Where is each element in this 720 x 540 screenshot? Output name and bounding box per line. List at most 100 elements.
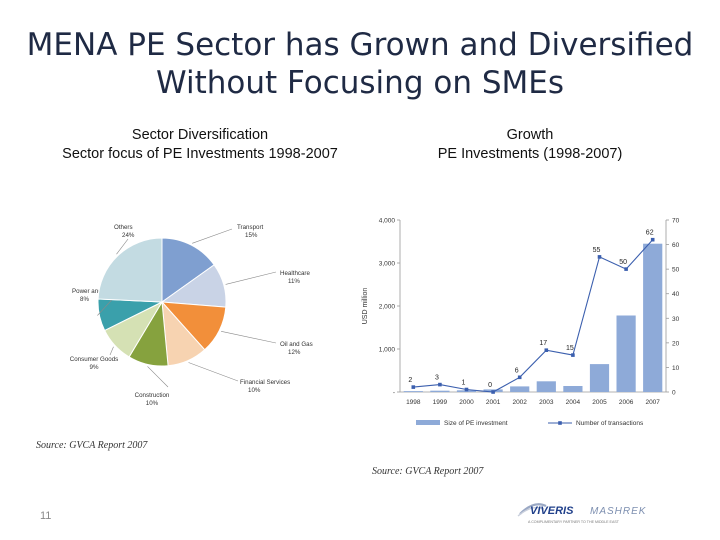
transactions-point-2000 <box>464 387 469 392</box>
pie-value-others: 24% <box>122 232 135 239</box>
left-axis-tick-label: - <box>393 390 395 397</box>
transactions-point-2005 <box>597 255 602 259</box>
x-tick-label: 2003 <box>539 399 554 406</box>
x-tick-label: 1999 <box>433 399 448 406</box>
transactions-data-label: 55 <box>593 247 601 254</box>
pe-investments-subheading: PE Investments (1998-2007) <box>437 146 623 162</box>
x-tick-label: 1998 <box>406 399 421 406</box>
right-panel-heading: Growth PE Investments (1998-2007) <box>350 126 710 164</box>
transactions-data-label: 17 <box>539 340 547 347</box>
legend-swatch-size-of-pe-investment <box>416 420 440 425</box>
right-axis-tick-label: 30 <box>672 316 680 323</box>
growth-combo-chart: -1,0002,0003,0004,000010203040506070USD … <box>362 218 680 428</box>
pie-label-power-and-utilities: Power and Utilities <box>72 288 123 295</box>
left-source-note: Source: GVCA Report 2007 <box>36 440 148 451</box>
logo-tagline: A COMPLIMENTARY PARTNER TO THE MIDDLE EA… <box>528 520 620 524</box>
pie-leader-financial-services <box>188 362 239 382</box>
legend-label-number-of-transactions: Number of transactions <box>576 420 644 427</box>
right-axis-tick-label: 70 <box>672 218 680 225</box>
transactions-data-label: 6 <box>515 367 519 374</box>
slide-title-line-2: Without Focusing on SMEs <box>156 65 564 101</box>
transactions-data-label: 50 <box>619 259 627 266</box>
left-axis-tick-label: 1,000 <box>379 347 396 354</box>
bar-2007 <box>643 243 663 392</box>
pie-label-oil-and-gas: Oil and Gas <box>280 341 313 348</box>
transactions-point-2006 <box>624 267 628 271</box>
sector-diversification-heading: Sector Diversification <box>131 127 269 143</box>
page-number: 11 <box>40 510 52 522</box>
viveris-mashrek-logo: VIVERIS MASHREK A COMPLIMENTARY PARTNER … <box>517 503 647 524</box>
left-axis-tick-label: 3,000 <box>379 261 396 268</box>
pie-label-healthcare: Healthcare <box>280 270 310 277</box>
sector-focus-subheading: Sector focus of PE Investments 1998-2007 <box>62 146 338 162</box>
bar-2004 <box>563 386 583 392</box>
legend-label-size-of-pe-investment: Size of PE investment <box>444 420 508 427</box>
left-axis-tick-label: 2,000 <box>379 304 396 311</box>
pie-value-oil-and-gas: 12% <box>288 349 301 356</box>
x-tick-label: 2007 <box>645 399 660 406</box>
bar-2003 <box>536 381 556 393</box>
slide-title: MENA PE Sector has Grown and Diversified… <box>20 26 700 102</box>
bar-2006 <box>616 315 636 392</box>
right-axis-tick-label: 60 <box>672 242 680 249</box>
right-axis-tick-label: 0 <box>672 390 676 397</box>
bar-2002 <box>510 386 530 392</box>
x-tick-label: 2002 <box>512 399 527 406</box>
right-source-note: Source: GVCA Report 2007 <box>372 466 484 477</box>
legend-marker-number-of-transactions <box>558 421 562 425</box>
transactions-point-1999 <box>438 382 442 387</box>
pie-label-others: Others <box>114 224 133 231</box>
transactions-data-label: 1 <box>462 380 466 387</box>
transactions-line <box>413 239 654 393</box>
pie-label-construction: Construction <box>135 392 170 399</box>
pie-label-financial-services: Financial Services <box>240 379 290 386</box>
x-tick-label: 2000 <box>459 399 474 406</box>
bar-1999 <box>430 390 450 392</box>
transactions-data-label: 62 <box>646 230 654 237</box>
pie-slice-others <box>97 237 163 303</box>
bar-2005 <box>589 364 610 392</box>
pie-slice-transport <box>161 237 215 303</box>
transactions-point-2007 <box>650 237 655 242</box>
pie-value-transport: 15% <box>245 232 258 239</box>
transactions-data-label: 2 <box>408 377 412 384</box>
right-axis-tick-label: 20 <box>672 340 680 347</box>
pie-leader-healthcare <box>225 271 277 285</box>
pie-leader-construction <box>147 366 169 388</box>
right-axis-tick-label: 10 <box>672 365 680 372</box>
logo-brand: VIVERIS <box>530 505 574 517</box>
transactions-point-2004 <box>571 353 575 357</box>
transactions-point-2003 <box>544 348 549 352</box>
pie-value-construction: 10% <box>146 400 159 407</box>
transactions-data-label: 15 <box>566 345 574 352</box>
bar-1998 <box>403 391 423 392</box>
x-tick-label: 2004 <box>566 399 581 406</box>
right-axis-tick-label: 50 <box>672 267 680 274</box>
logo-brand-2: MASHREK <box>590 506 647 517</box>
pie-value-power-and-utilities: 8% <box>80 296 89 303</box>
transactions-data-label: 0 <box>488 382 492 389</box>
pie-leader-transport <box>192 228 233 244</box>
pie-value-consumer-goods: 9% <box>90 364 99 371</box>
x-tick-label: 2001 <box>486 399 501 406</box>
left-panel-heading: Sector Diversification Sector focus of P… <box>20 126 380 164</box>
slide-title-line-1: MENA PE Sector has Grown and Diversified <box>26 27 694 63</box>
transactions-point-1998 <box>411 385 416 389</box>
left-axis-tick-label: 4,000 <box>379 218 396 225</box>
right-axis-tick-label: 40 <box>672 291 680 298</box>
x-tick-label: 2005 <box>592 399 607 406</box>
pie-label-consumer-goods: Consumer Goods <box>70 356 119 363</box>
pie-value-healthcare: 11% <box>288 278 300 285</box>
pie-value-financial-services: 10% <box>248 387 261 394</box>
x-tick-label: 2006 <box>619 399 634 406</box>
growth-heading: Growth <box>506 127 554 143</box>
pie-label-transport: Transport <box>237 224 264 231</box>
pie-leader-oil-and-gas <box>221 331 277 344</box>
pie-leader-consumer-goods <box>109 346 114 356</box>
transactions-point-2001 <box>491 390 495 394</box>
transactions-point-2002 <box>517 375 522 380</box>
pie-leader-others <box>116 238 129 255</box>
transactions-data-label: 3 <box>435 375 439 382</box>
y-axis-label: USD million <box>362 288 369 325</box>
